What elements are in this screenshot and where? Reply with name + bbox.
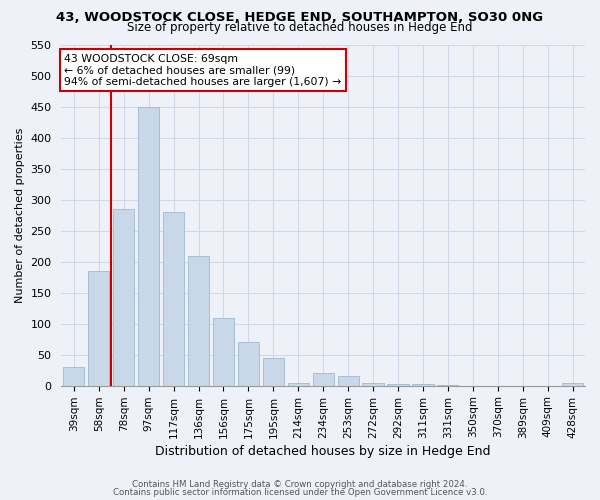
Bar bbox=[213, 318, 234, 386]
Text: 43, WOODSTOCK CLOSE, HEDGE END, SOUTHAMPTON, SO30 0NG: 43, WOODSTOCK CLOSE, HEDGE END, SOUTHAMP… bbox=[56, 11, 544, 24]
Bar bbox=[338, 376, 359, 386]
Bar bbox=[88, 271, 109, 386]
Text: Size of property relative to detached houses in Hedge End: Size of property relative to detached ho… bbox=[127, 22, 473, 35]
Bar bbox=[287, 382, 309, 386]
Bar bbox=[63, 367, 85, 386]
Bar bbox=[562, 382, 583, 386]
Bar bbox=[313, 374, 334, 386]
Bar bbox=[188, 256, 209, 386]
X-axis label: Distribution of detached houses by size in Hedge End: Distribution of detached houses by size … bbox=[155, 444, 491, 458]
Text: Contains public sector information licensed under the Open Government Licence v3: Contains public sector information licen… bbox=[113, 488, 487, 497]
Bar bbox=[263, 358, 284, 386]
Bar bbox=[238, 342, 259, 386]
Bar bbox=[388, 384, 409, 386]
Bar bbox=[437, 385, 458, 386]
Y-axis label: Number of detached properties: Number of detached properties bbox=[15, 128, 25, 303]
Text: Contains HM Land Registry data © Crown copyright and database right 2024.: Contains HM Land Registry data © Crown c… bbox=[132, 480, 468, 489]
Bar bbox=[113, 209, 134, 386]
Bar bbox=[362, 382, 383, 386]
Bar bbox=[412, 384, 434, 386]
Bar bbox=[138, 107, 159, 386]
Bar bbox=[163, 212, 184, 386]
Text: 43 WOODSTOCK CLOSE: 69sqm
← 6% of detached houses are smaller (99)
94% of semi-d: 43 WOODSTOCK CLOSE: 69sqm ← 6% of detach… bbox=[64, 54, 341, 86]
